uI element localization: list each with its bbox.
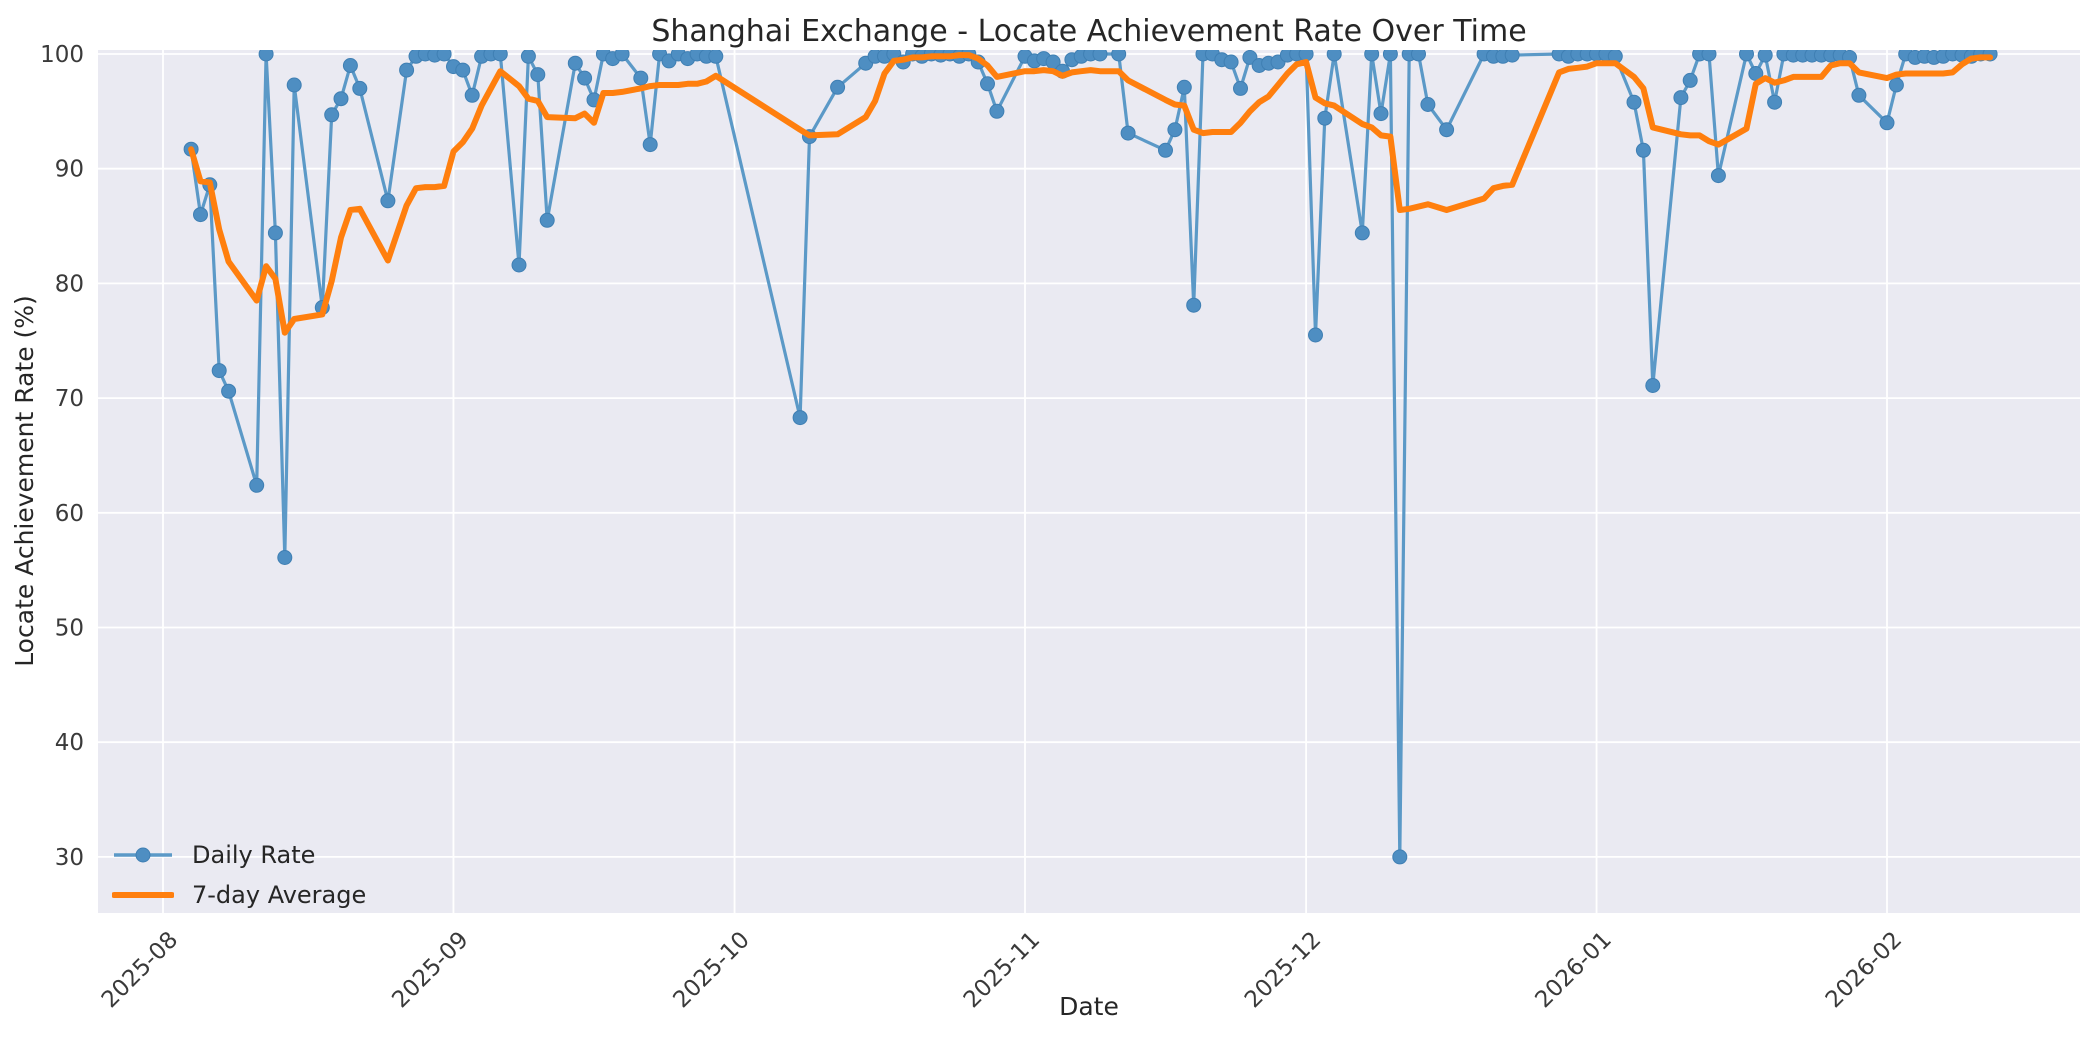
daily-data-point	[1158, 142, 1173, 158]
daily-data-point	[1223, 54, 1239, 70]
daily-data-point	[1298, 50, 1314, 62]
daily-data-point	[258, 50, 274, 62]
daily-data-point	[1373, 106, 1389, 122]
daily-data-point	[1767, 94, 1783, 110]
daily-data-point	[333, 91, 349, 107]
daily-data-point	[511, 257, 527, 273]
chart-title: Shanghai Exchange - Locate Achievement R…	[651, 14, 1527, 49]
y-tick-label: 70	[55, 386, 84, 412]
daily-data-point	[211, 363, 227, 379]
daily-data-point	[1439, 122, 1455, 138]
daily-data-point	[249, 477, 265, 493]
daily-data-point	[399, 62, 415, 78]
daily-data-point	[792, 410, 808, 426]
daily-data-point	[1420, 97, 1436, 112]
daily-data-point	[989, 103, 1005, 119]
daily-data-point	[1167, 122, 1183, 138]
daily-data-point	[1354, 225, 1370, 241]
legend: Daily Rate 7-day Average	[112, 840, 366, 910]
daily-data-point	[221, 383, 237, 399]
daily-data-point	[352, 80, 368, 96]
daily-data-point	[193, 207, 208, 223]
legend-item-7day-average: 7-day Average	[112, 880, 366, 910]
daily-data-point	[1710, 168, 1726, 184]
daily-data-point	[530, 67, 546, 83]
daily-data-point	[980, 76, 995, 92]
daily-data-point	[614, 50, 630, 62]
daily-data-point	[342, 58, 358, 73]
daily-data-point	[464, 87, 480, 103]
daily-data-point	[830, 79, 846, 95]
daily-data-point	[1701, 50, 1717, 62]
daily-data-point	[1176, 79, 1192, 95]
daily-data-point	[436, 50, 452, 62]
daily-data-point	[1186, 297, 1202, 313]
7day-average-line-icon	[112, 892, 174, 898]
daily-data-point	[1645, 378, 1661, 393]
daily-data-point	[1879, 115, 1895, 131]
daily-data-point	[1364, 50, 1380, 62]
daily-data-point	[539, 212, 555, 228]
y-tick-label: 40	[55, 730, 84, 756]
daily-data-point	[1092, 50, 1108, 62]
daily-data-point	[286, 77, 302, 93]
daily-data-point	[267, 225, 283, 241]
daily-rate-line-icon	[114, 847, 172, 863]
daily-data-point	[1308, 327, 1323, 343]
daily-data-point	[1635, 142, 1651, 158]
y-tick-label: 50	[55, 616, 84, 642]
daily-data-point	[1673, 90, 1689, 106]
legend-item-daily-rate: Daily Rate	[112, 840, 366, 870]
daily-data-point	[577, 70, 593, 86]
7day-average-line	[188, 52, 1994, 336]
y-tick-label: 100	[40, 42, 84, 68]
daily-data-point	[1233, 80, 1248, 96]
x-axis-label: Date	[1059, 992, 1119, 1021]
legend-label-daily-rate: Daily Rate	[192, 841, 316, 869]
daily-data-point	[277, 550, 293, 565]
daily-data-point	[1682, 72, 1698, 88]
daily-data-point	[1851, 87, 1867, 103]
y-tick-label: 30	[55, 845, 84, 871]
daily-data-point	[567, 55, 583, 71]
daily-data-point	[1739, 50, 1754, 62]
daily-data-point	[1326, 50, 1342, 62]
daily-data-point	[708, 50, 724, 64]
daily-data-point	[1757, 50, 1773, 63]
daily-data-point	[520, 50, 536, 64]
daily-data-point	[380, 193, 396, 209]
daily-data-point	[324, 107, 340, 123]
y-tick-label: 80	[55, 271, 84, 297]
daily-data-point	[1392, 849, 1408, 865]
daily-data-point	[633, 70, 649, 86]
7day-average-series	[188, 52, 1994, 336]
daily-data-point	[1382, 50, 1398, 62]
daily-data-point	[1888, 77, 1904, 93]
plot-area	[98, 50, 2080, 913]
daily-data-point	[1120, 125, 1136, 141]
daily-data-point	[1111, 50, 1127, 62]
y-tick-label: 90	[55, 157, 84, 183]
daily-data-point	[492, 50, 508, 62]
daily-data-point	[642, 137, 658, 153]
legend-label-7day-average: 7-day Average	[192, 881, 367, 909]
daily-data-point	[1504, 50, 1520, 63]
daily-rate-series	[183, 50, 1998, 865]
daily-data-point	[455, 62, 471, 78]
y-tick-label: 60	[55, 501, 84, 527]
daily-data-point	[1411, 50, 1426, 62]
daily-data-point	[1317, 110, 1333, 126]
daily-data-point	[1626, 94, 1642, 110]
